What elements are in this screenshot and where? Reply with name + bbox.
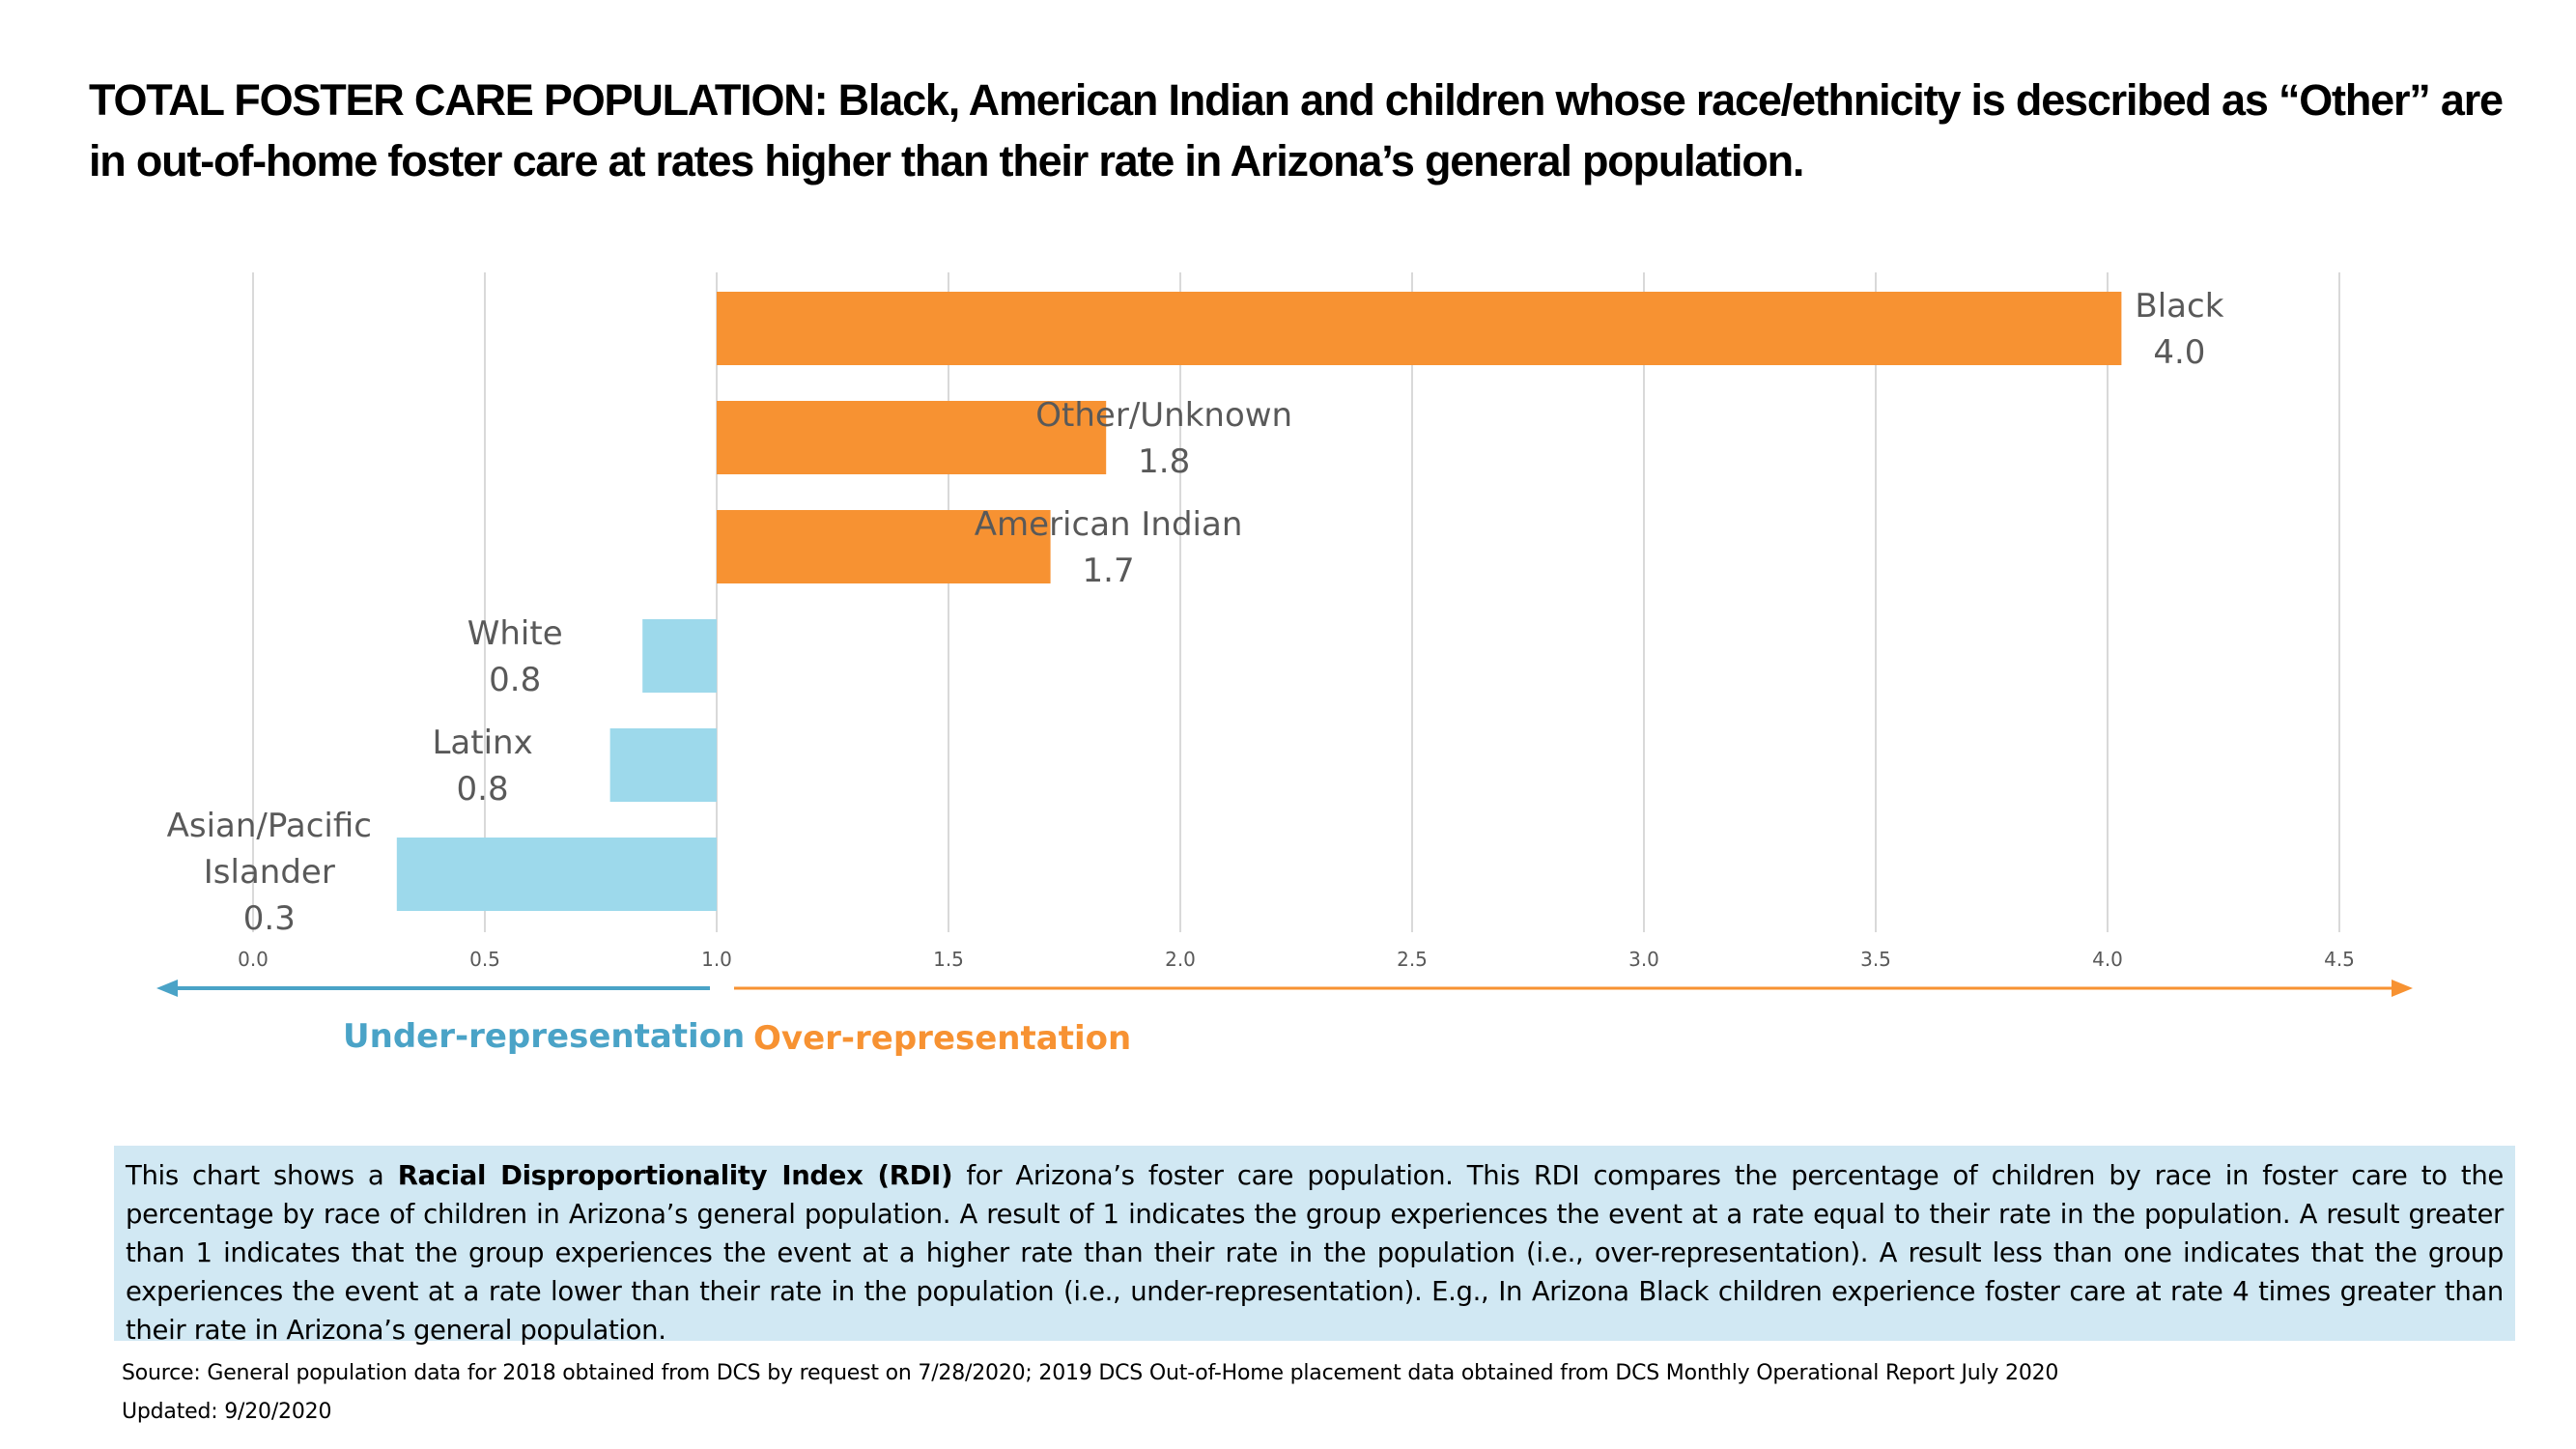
bar-label: White 0.8 xyxy=(467,614,563,699)
updated-date: Updated: 9/20/2020 xyxy=(122,1400,332,1424)
bar-label: Other/Unknown 1.8 xyxy=(1035,396,1292,481)
under-representation-label: Under-representation xyxy=(343,1017,745,1056)
note-body: for Arizona’s foster care population. Th… xyxy=(126,1160,2504,1346)
bars xyxy=(396,292,2122,911)
x-tick-label: 4.5 xyxy=(2324,948,2355,971)
bar-value-label: 0.3 xyxy=(243,899,296,938)
bar-label: Black 4.0 xyxy=(2135,287,2223,372)
note-rdi-term: Racial Disproportionality Index (RDI) xyxy=(397,1160,953,1191)
x-tick-label: 0.0 xyxy=(238,948,269,971)
bar-category-label: Black xyxy=(2135,287,2223,326)
bar-black xyxy=(717,292,2122,365)
x-axis-ticks: 0.0 0.5 1.0 1.5 2.0 2.5 3.0 3.5 4.0 4.5 xyxy=(238,948,2355,971)
bar-labels: Black 4.0 Other/Unknown 1.8 American Indian 1… xyxy=(167,287,2224,938)
x-tick-label: 1.5 xyxy=(933,948,964,971)
x-tick-label: 2.5 xyxy=(1397,948,1428,971)
bar-other-unknown xyxy=(717,401,1107,474)
bar-value-label: 0.8 xyxy=(489,661,541,699)
source-citation: Source: General population data for 2018… xyxy=(122,1361,2059,1385)
note-prefix: This chart shows a xyxy=(126,1160,398,1191)
bar-label: American Indian 1.7 xyxy=(975,505,1243,590)
arrow-left-icon xyxy=(156,980,178,997)
bar-category-label: Other/Unknown xyxy=(1035,396,1292,435)
x-tick-label: 2.0 xyxy=(1165,948,1196,971)
grid-lines xyxy=(252,272,2340,932)
bar-value-label: 0.8 xyxy=(457,770,509,809)
rdi-bar-chart: 0.0 0.5 1.0 1.5 2.0 2.5 3.0 3.5 4.0 4.5 Black 4.0 O… xyxy=(156,272,2413,1058)
rdi-explanation-note: This chart shows a Racial Disproportiona… xyxy=(114,1146,2515,1346)
bar-value-label: 1.8 xyxy=(1138,442,1190,481)
bar-latinx xyxy=(609,728,717,802)
bar-category-label: White xyxy=(467,614,563,653)
x-tick-label: 3.0 xyxy=(1628,948,1659,971)
bar-label: Latinx 0.8 xyxy=(432,724,532,809)
x-tick-label: 4.0 xyxy=(2092,948,2123,971)
bar-category-label: American Indian xyxy=(975,505,1243,544)
chart-title: TOTAL FOSTER CARE POPULATION: Black, Ame… xyxy=(89,75,2504,185)
x-tick-label: 1.0 xyxy=(701,948,732,971)
bar-category-label: Asian/Pacific xyxy=(167,807,372,845)
bar-asian-pacific-islander xyxy=(396,838,717,911)
bar-value-label: 4.0 xyxy=(2153,333,2205,372)
bar-value-label: 1.7 xyxy=(1083,552,1135,590)
bar-category-label: Latinx xyxy=(432,724,532,762)
bar-american-indian xyxy=(717,510,1051,583)
over-representation-label: Over-representation xyxy=(753,1019,1131,1058)
x-tick-label: 0.5 xyxy=(469,948,500,971)
representation-arrows: Under-representation Over-representation xyxy=(156,980,2413,1058)
bar-white xyxy=(642,619,717,693)
bar-label: Asian/Pacific Islander 0.3 xyxy=(167,807,372,938)
x-tick-label: 3.5 xyxy=(1860,948,1891,971)
bar-category-label: Islander xyxy=(204,853,335,892)
arrow-right-icon xyxy=(2392,980,2413,997)
